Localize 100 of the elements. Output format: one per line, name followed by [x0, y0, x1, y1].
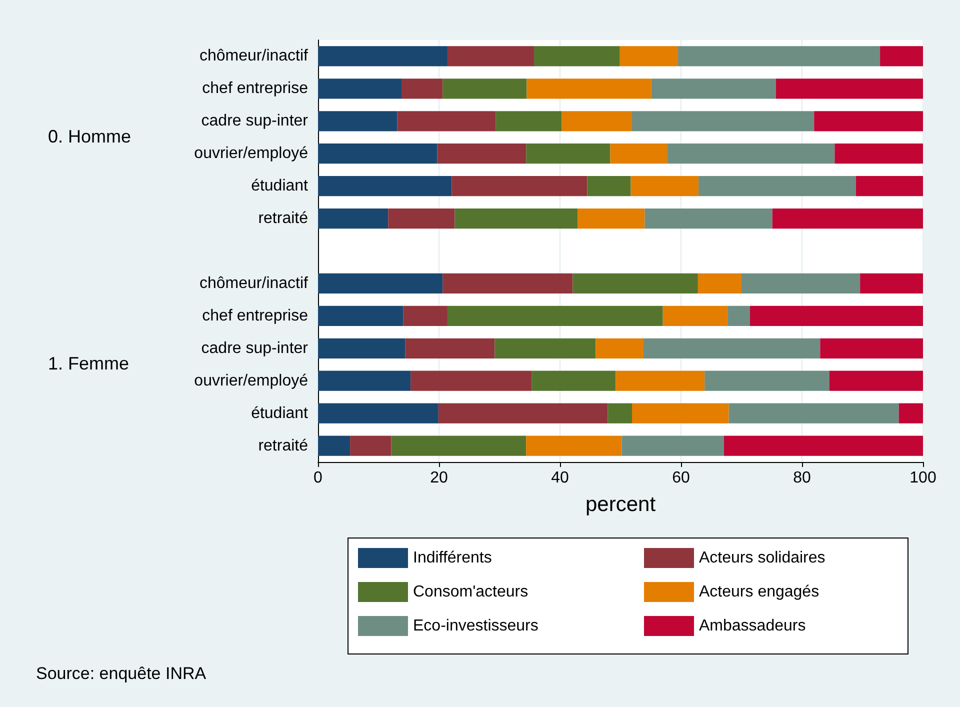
bar — [667, 144, 835, 164]
bar — [610, 144, 668, 164]
bar — [622, 436, 724, 456]
legend-label: Consom'acteurs — [413, 584, 528, 600]
bar — [437, 144, 526, 164]
y-tick-label: ouvrier/employé — [194, 372, 308, 390]
bar — [724, 436, 923, 456]
source-note: Source: enquête INRA — [36, 664, 207, 683]
bar — [454, 208, 578, 229]
bar — [572, 273, 698, 294]
bar — [578, 208, 645, 229]
legend-label: Ambassadeurs — [699, 618, 806, 634]
bar — [526, 144, 610, 164]
bar — [410, 370, 532, 391]
bar — [318, 370, 411, 391]
bar — [447, 46, 534, 66]
bar — [442, 78, 527, 99]
bar — [318, 46, 448, 66]
bar — [534, 46, 620, 66]
x-tick-label: 40 — [551, 470, 569, 486]
y-tick-label: cadre sup-inter — [201, 112, 309, 130]
bar — [704, 370, 830, 391]
bar — [651, 78, 776, 99]
x-axis-title: percent — [585, 493, 656, 516]
bar — [632, 111, 814, 132]
text: 0. Homme — [48, 126, 132, 146]
bar — [814, 111, 923, 132]
y-tick-label: retraité — [258, 437, 308, 454]
y-tick-label: retraité — [258, 210, 308, 228]
bar — [401, 78, 443, 99]
x-tick-label: 100 — [910, 470, 936, 486]
bar — [880, 46, 923, 66]
bar — [388, 208, 455, 229]
bar — [318, 176, 452, 196]
y-tick-label: chômeur/inactif — [200, 274, 309, 292]
y-tick-label: cadre sup-inter — [201, 340, 309, 357]
bar — [643, 338, 820, 358]
bar — [494, 338, 596, 358]
bar — [562, 111, 632, 132]
x-tick-label: 20 — [430, 470, 448, 486]
bar — [898, 403, 923, 424]
x-tick-label: 80 — [793, 470, 811, 486]
bar — [820, 338, 923, 358]
bar — [438, 403, 608, 424]
bar — [662, 306, 728, 326]
legend-label: Acteurs solidaires — [699, 550, 826, 566]
bar — [318, 306, 404, 326]
bar — [750, 306, 923, 326]
bar — [587, 176, 631, 196]
bar — [834, 144, 923, 164]
bar — [856, 176, 923, 196]
bar — [405, 338, 495, 358]
bar — [742, 273, 860, 294]
bar — [776, 78, 923, 99]
y-tick-label: étudiant — [251, 404, 309, 422]
y-tick-label: chômeur/inactif — [200, 48, 309, 65]
bar — [829, 370, 923, 391]
legend-label: Eco-investisseurs — [413, 618, 538, 634]
bar — [728, 403, 899, 424]
legend-label: Acteurs engagés — [699, 584, 820, 600]
y-tick-label: chef entreprise — [202, 307, 308, 324]
bar — [728, 306, 750, 326]
y-tick-label: étudiant — [251, 178, 309, 195]
bar — [644, 208, 772, 229]
x-tick-label: 0 — [314, 470, 323, 486]
bar — [632, 403, 729, 424]
bar — [608, 403, 632, 424]
bar — [318, 208, 388, 229]
bar — [391, 436, 526, 456]
bar — [318, 78, 402, 99]
y-tick-label: chef entreprise — [202, 80, 308, 98]
bar — [616, 370, 705, 391]
bar — [318, 338, 406, 358]
bar — [526, 78, 652, 99]
bar — [678, 46, 880, 66]
y-tick-label: ouvrier/employé — [194, 145, 308, 162]
bar — [318, 144, 438, 164]
bar — [350, 436, 392, 456]
bar — [318, 111, 398, 132]
bar — [630, 176, 699, 196]
bar — [318, 273, 443, 294]
bar — [532, 370, 616, 391]
bar — [318, 403, 438, 424]
bar — [596, 338, 644, 358]
bar — [698, 273, 742, 294]
bar — [397, 111, 496, 132]
text: 1. Femme — [48, 354, 130, 374]
x-tick-label: 60 — [672, 470, 690, 486]
bar — [442, 273, 573, 294]
bar — [620, 46, 678, 66]
bar — [772, 208, 923, 229]
bar — [860, 273, 923, 294]
bar — [698, 176, 856, 196]
bar — [318, 436, 350, 456]
bar — [496, 111, 562, 132]
bar — [526, 436, 622, 456]
bar — [452, 176, 588, 196]
bar — [447, 306, 663, 326]
bar — [403, 306, 448, 326]
legend-label: Indifférents — [413, 550, 492, 566]
